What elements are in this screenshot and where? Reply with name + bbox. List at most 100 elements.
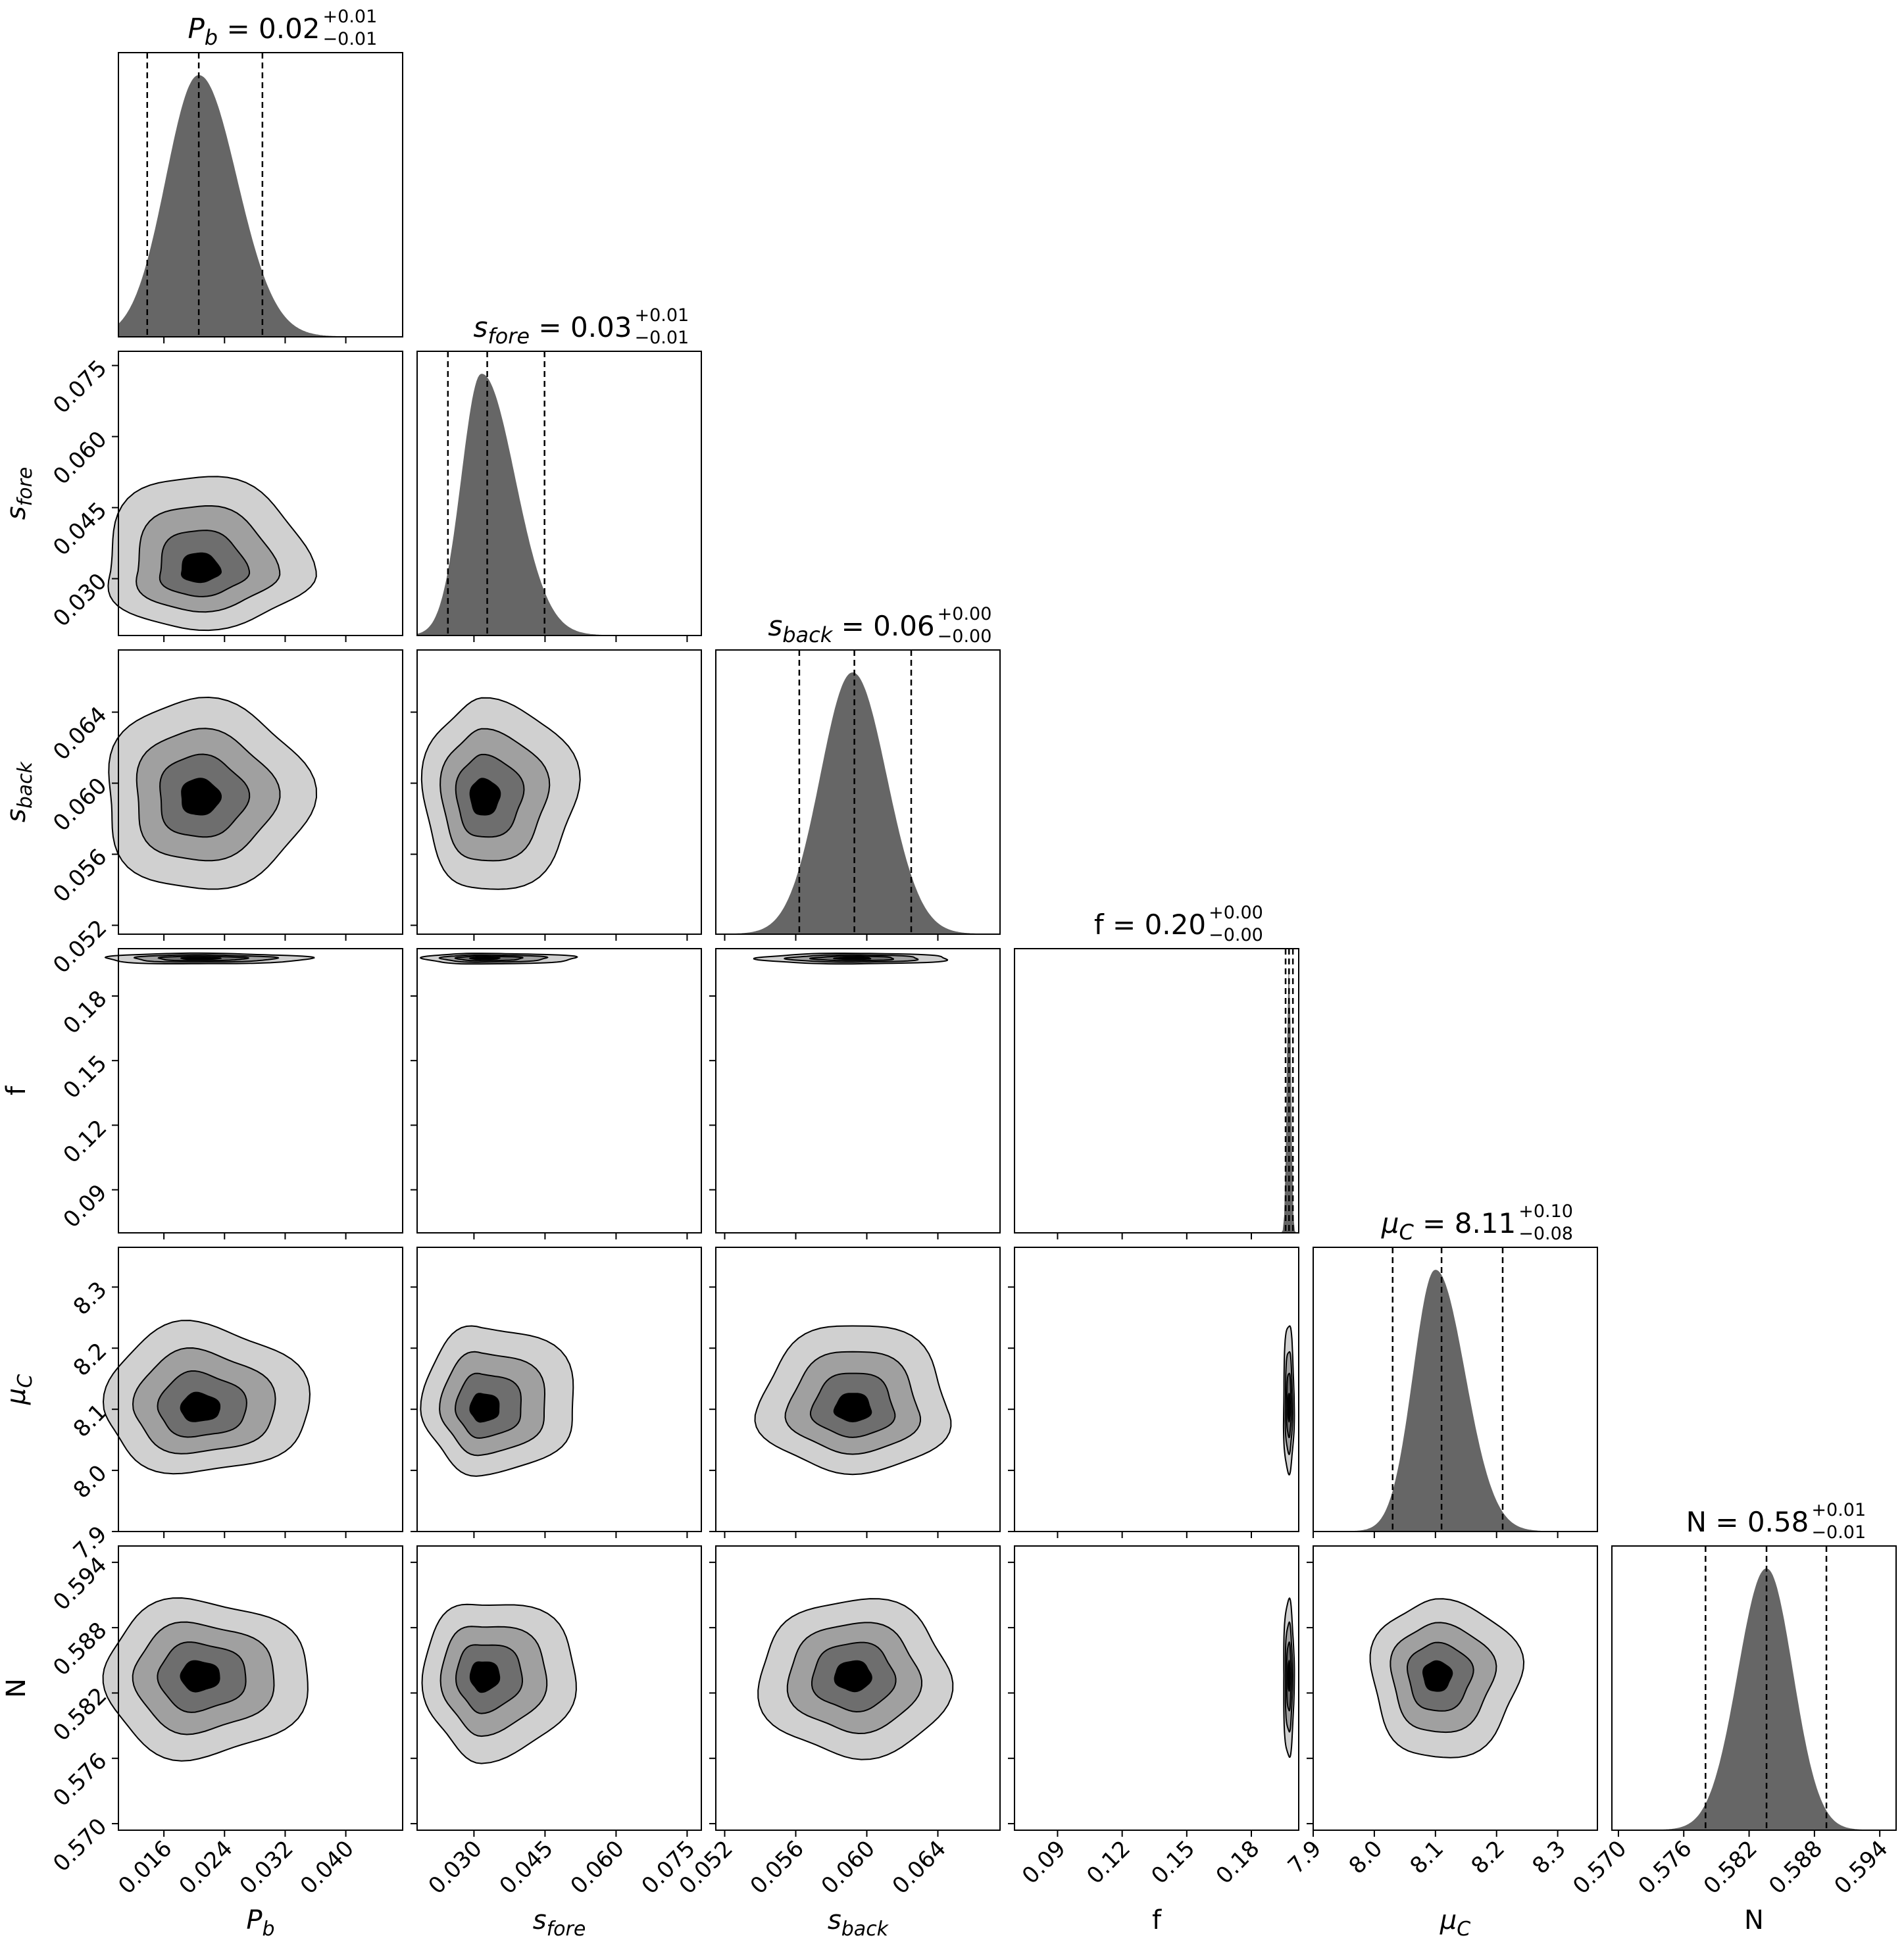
title-value-muC: = 8.11 [1414, 1207, 1516, 1239]
panel-muC-vs-sback [715, 1247, 1001, 1532]
x-tick-label-muC-4: 8.3 [1527, 1835, 1571, 1880]
x-tick-label-muC-1: 8.0 [1344, 1835, 1388, 1880]
title-muC: μC = 8.11 [1381, 1207, 1516, 1245]
axes-frame-N-f [1014, 1545, 1299, 1831]
x-tick-label-f-1: 0.12 [1082, 1835, 1136, 1889]
panel-sback-vs-sfore [416, 649, 702, 935]
title-minus-muC: −0.08 [1518, 1224, 1573, 1244]
y-tick-label-f-0: 0.09 [59, 1180, 113, 1234]
y-tick-label-sback-0: 0.052 [48, 915, 112, 979]
contour-muC-Pb-3 [180, 1391, 221, 1422]
title-N-symbol: N [1686, 1506, 1707, 1538]
contour-N-sback-3 [834, 1660, 872, 1693]
contour-N-f-3 [1287, 1659, 1291, 1692]
x-axis-label-sback-subscript: back [841, 1918, 889, 1941]
axes-frame-sback-sfore [416, 649, 702, 935]
y-tick-label-sback-3: 0.064 [48, 702, 112, 766]
x-axis-label-sfore-symbol: s [533, 1905, 547, 1935]
axes-frame-f-Pb [118, 948, 403, 1234]
x-axis-label-muC-symbol: μ [1440, 1905, 1457, 1935]
x-axis-label-N-symbol: N [1744, 1905, 1764, 1935]
contour-sback-Pb-3 [181, 778, 222, 816]
axes-frame-muC-sfore [416, 1247, 702, 1532]
axes-frame-N-sback [715, 1545, 1001, 1831]
y-axis-label-muC: μC [1, 1374, 37, 1405]
y-tick-label-sfore-0: 0.030 [48, 568, 112, 632]
x-tick-label-N-3: 0.588 [1764, 1835, 1828, 1899]
x-tick-label-sback-3: 0.064 [888, 1835, 951, 1899]
x-tick-label-N-0: 0.570 [1568, 1835, 1632, 1899]
y-tick-label-sfore-3: 0.075 [48, 355, 112, 419]
x-tick-label-muC-3: 8.2 [1466, 1835, 1511, 1880]
y-axis-label-sfore: sfore [1, 467, 37, 520]
axes-frame-Pb [118, 52, 403, 337]
title-minus-f: −0.00 [1209, 925, 1263, 945]
y-axis-label-f: f [1, 1085, 32, 1095]
title-N: N = 0.58 [1686, 1506, 1809, 1538]
y-axis-label-sfore-symbol: s [1, 506, 32, 520]
title-plus-sfore: +0.01 [635, 305, 689, 326]
contour-f-Pb-3 [180, 957, 222, 960]
title-muC-subscript: C [1399, 1220, 1414, 1245]
x-tick-label-f-0: 0.09 [1017, 1835, 1071, 1889]
y-tick-label-f-3: 0.18 [59, 985, 113, 1039]
x-tick-label-f-2: 0.15 [1146, 1835, 1200, 1889]
x-axis-label-f-symbol: f [1152, 1905, 1162, 1935]
y-axis-label-sback-subscript: back [14, 760, 37, 809]
title-sback: sback = 0.06 [768, 610, 934, 647]
y-axis-label-f-symbol: f [1, 1085, 32, 1095]
x-axis-label-Pb-symbol: P [246, 1905, 263, 1935]
title-value-sback: = 0.06 [832, 610, 934, 642]
y-tick-label-sback-1: 0.056 [48, 844, 112, 908]
x-axis-label-Pb-subscript: b [263, 1918, 275, 1941]
y-tick-label-sfore-1: 0.045 [48, 497, 112, 561]
panel-f-vs-sfore [416, 948, 702, 1234]
title-value-N: = 0.58 [1707, 1506, 1809, 1538]
x-tick-label-N-1: 0.576 [1633, 1835, 1697, 1899]
x-axis-label-f: f [1152, 1905, 1162, 1935]
contour-N-sfore-3 [469, 1661, 501, 1693]
panel-N-vs-f [1014, 1545, 1299, 1831]
panel-diagonal-muC: μC = 8.11 +0.10−0.08 [1313, 1201, 1598, 1532]
panel-muC-vs-Pb [102, 1247, 403, 1532]
title-minus-Pb: −0.01 [323, 29, 378, 49]
x-tick-label-Pb-1: 0.024 [174, 1835, 238, 1899]
panel-f-vs-Pb [104, 948, 403, 1234]
panel-diagonal-sback: sback = 0.06 +0.00−0.00 [715, 604, 1001, 935]
panel-N-vs-sback [715, 1545, 1001, 1831]
panel-muC-vs-f [1014, 1247, 1299, 1532]
axes-frame-sback [715, 649, 1001, 935]
contour-sback-sfore-3 [469, 778, 501, 816]
title-plus-muC: +0.10 [1518, 1201, 1573, 1222]
panel-diagonal-f: f = 0.20 +0.00−0.00 [1014, 903, 1299, 1234]
contour-f-sback-3 [832, 957, 872, 960]
title-Pb-symbol: P [188, 12, 205, 45]
title-minus-N: −0.01 [1811, 1522, 1866, 1543]
contour-N-Pb-3 [180, 1660, 220, 1693]
x-axis-label-sfore: sfore [533, 1905, 586, 1941]
y-axis-label-N: N [1, 1678, 32, 1698]
axes-frame-sback-Pb [118, 649, 403, 935]
panel-N-vs-muC [1313, 1545, 1598, 1831]
y-axis-label-sfore-subscript: fore [14, 467, 37, 507]
y-tick-label-muC-1: 8.0 [68, 1460, 113, 1504]
axes-frame-muC [1313, 1247, 1598, 1532]
panel-f-vs-sback [715, 948, 1001, 1234]
x-tick-label-sfore-2: 0.060 [566, 1835, 630, 1899]
axes-frame-sfore-Pb [118, 351, 403, 636]
x-tick-label-Pb-2: 0.032 [235, 1835, 299, 1899]
title-value-Pb: = 0.02 [218, 12, 320, 45]
axes-frame-N [1611, 1545, 1897, 1831]
y-axis-label-muC-symbol: μ [1, 1388, 32, 1405]
title-sfore-subscript: fore [488, 324, 530, 349]
title-Pb: Pb = 0.02 [188, 12, 320, 50]
y-tick-label-N-2: 0.582 [48, 1683, 112, 1747]
x-axis-label-sback-symbol: s [828, 1905, 841, 1935]
histogram-sback [715, 672, 1000, 935]
contour-f-sfore-3 [468, 957, 501, 960]
contour-muC-sfore-3 [469, 1393, 500, 1423]
title-minus-sback: −0.00 [938, 626, 992, 647]
axes-frame-f-sback [715, 948, 1001, 1234]
y-tick-label-N-4: 0.594 [48, 1552, 112, 1616]
panel-N-vs-sfore [416, 1545, 702, 1831]
